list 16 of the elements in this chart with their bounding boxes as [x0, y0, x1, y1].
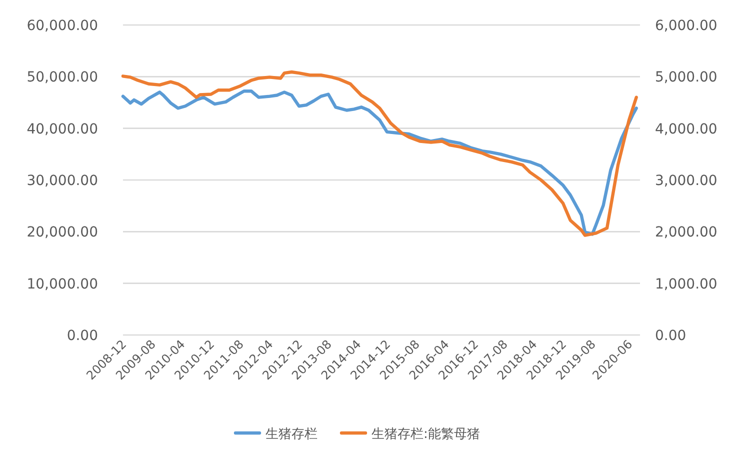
- y2-tick-label: 0.00: [655, 328, 686, 344]
- y-tick-label: 0.00: [66, 328, 98, 344]
- y-tick-label: 60,000.00: [26, 18, 98, 34]
- y2-tick-label: 1,000.00: [655, 276, 718, 292]
- y-tick-label: 20,000.00: [26, 224, 98, 241]
- legend-label: 生猪存栏:能繁母猪: [372, 427, 480, 442]
- y-tick-label: 30,000.00: [26, 173, 98, 189]
- y-tick-label: 50,000.00: [26, 70, 98, 86]
- y-tick-label: 40,000.00: [26, 121, 98, 138]
- y2-tick-label: 3,000.00: [655, 173, 718, 189]
- y2-tick-label: 6,000.00: [655, 18, 718, 34]
- y2-tick-label: 5,000.00: [655, 70, 718, 86]
- y2-tick-label: 4,000.00: [655, 121, 718, 138]
- y-tick-label: 10,000.00: [26, 276, 98, 292]
- y2-tick-label: 2,000.00: [655, 224, 718, 241]
- legend-label: 生猪存栏: [266, 427, 318, 442]
